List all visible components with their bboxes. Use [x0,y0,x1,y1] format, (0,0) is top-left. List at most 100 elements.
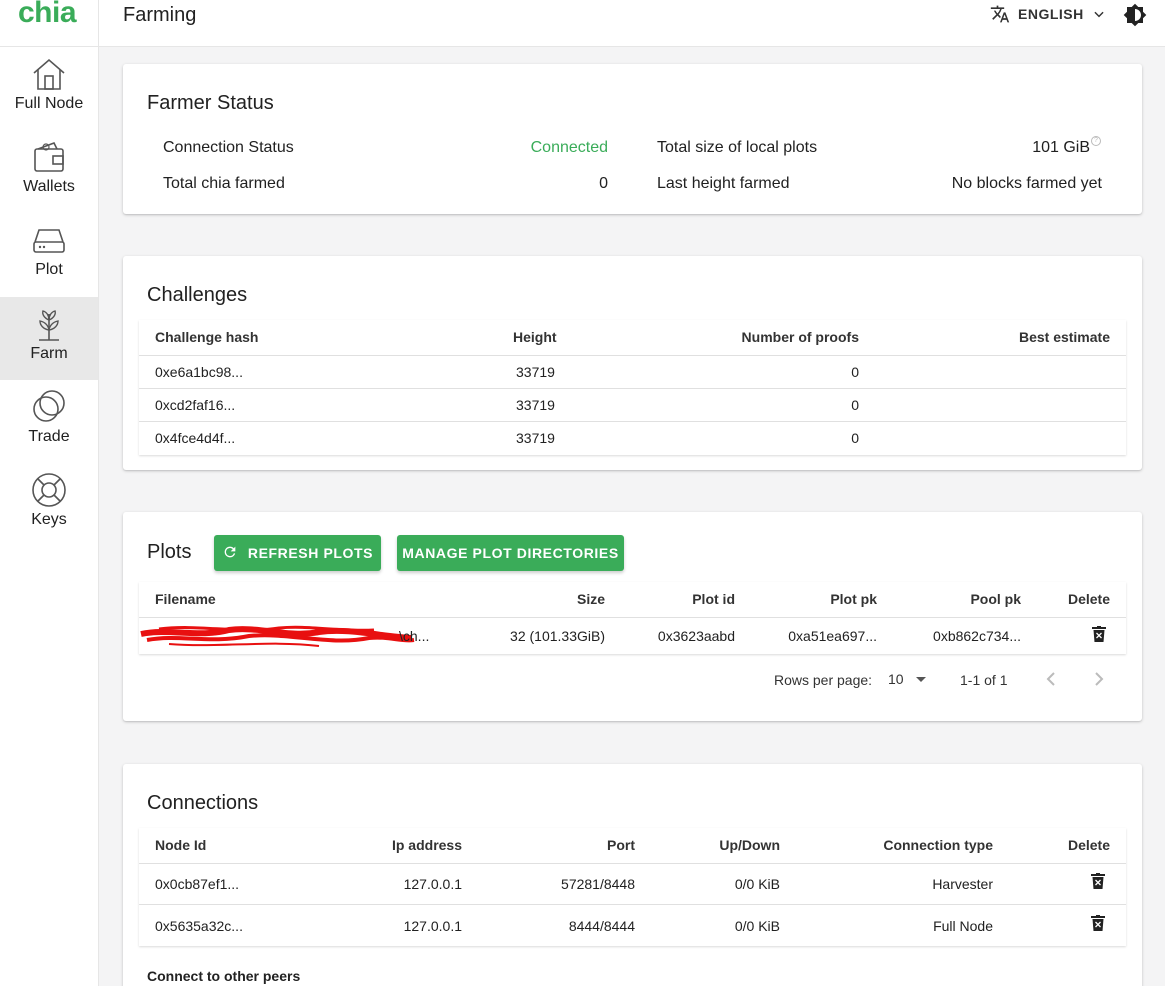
total-size-value: 101 GiB [1032,139,1090,156]
sidebar-item-label: Keys [31,511,67,528]
last-height-label: Last height farmed [657,175,790,192]
manage-plot-directories-button[interactable]: MANAGE PLOT DIRECTORIES [397,535,624,571]
challenges-card: Challenges Challenge hash Height Number … [123,256,1142,470]
sidebar-item-label: Wallets [23,178,75,195]
challenge-hash: 0x4fce4d4f... [155,430,236,446]
rows-per-page-label: Rows per page: [774,672,873,688]
delete-icon[interactable] [1091,915,1105,931]
up-down: 0/0 KiB [734,918,780,934]
language-selector[interactable]: ENGLISH [990,4,1106,24]
page-title: Farming [123,4,197,26]
next-page-icon[interactable] [1092,671,1106,692]
plots-table: Filename Size Plot id Plot pk Pool pk De… [139,582,1126,654]
lifebuoy-icon [30,471,68,509]
column-header: Delete [1067,591,1110,607]
row-divider [139,617,1126,618]
column-header: Plot id [692,591,735,607]
refresh-icon [222,544,238,563]
row-divider [139,904,1126,905]
ip-address: 127.0.0.1 [403,876,462,892]
node-id: 0x0cb87ef1... [155,876,240,892]
challenge-hash: 0xcd2faf16... [155,397,236,413]
challenge-height: 33719 [516,397,555,413]
connections-table: Node Id Ip address Port Up/Down Connecti… [139,828,1126,946]
sidebar-item-plot[interactable]: Plot [0,213,98,296]
column-header: Up/Down [719,837,780,853]
column-header: Best estimate [1018,329,1110,345]
chevron-down-icon [1092,7,1106,21]
challenge-proofs: 0 [851,364,859,380]
row-divider [139,388,1126,389]
column-header: Plot pk [830,591,877,607]
sidebar-item-label: Farm [30,345,68,362]
manage-plot-directories-label: MANAGE PLOT DIRECTORIES [402,545,619,561]
sidebar-item-farm[interactable]: Farm [0,297,98,380]
connection-status-value: Connected [530,139,608,156]
pool-pk: 0xb862c734... [933,628,1021,644]
row-divider [139,863,1126,864]
connection-type: Harvester [932,876,993,892]
challenge-hash: 0xe6a1bc98... [155,364,243,380]
challenge-height: 33719 [516,364,555,380]
challenges-table: Challenge hash Height Number of proofs B… [139,320,1126,455]
last-height-value: No blocks farmed yet [951,175,1102,192]
dropdown-arrow-icon [915,676,926,682]
sidebar-item-label: Trade [28,428,70,445]
connection-status-label: Connection Status [163,139,294,156]
column-header: Pool pk [970,591,1021,607]
prev-page-icon[interactable] [1044,671,1058,692]
home-icon [30,55,68,93]
column-header: Size [576,591,605,607]
app-header: chia Farming ENGLISH [0,0,1165,47]
node-id: 0x5635a32c... [155,918,243,934]
refresh-plots-label: REFRESH PLOTS [247,545,374,561]
language-label: ENGLISH [1018,6,1084,22]
rows-per-page-value: 10 [888,671,904,687]
total-size-label: Total size of local plots [657,139,818,156]
delete-icon[interactable] [1092,626,1106,642]
logo-divider [98,0,99,47]
sidebar-item-full-node[interactable]: Full Node [0,47,98,130]
challenge-proofs: 0 [851,430,859,446]
plot-pk: 0xa51ea697... [788,628,877,644]
wallet-icon [30,138,68,176]
sidebar-item-wallets[interactable]: Wallets [0,130,98,213]
port: 8444/8444 [568,918,635,934]
total-farmed-value: 0 [599,175,608,192]
refresh-plots-button[interactable]: REFRESH PLOTS [214,535,381,571]
help-icon[interactable]: ? [1091,136,1101,146]
column-header: Height [513,329,557,345]
column-header: Ip address [391,837,462,853]
connection-type: Full Node [933,918,993,934]
connect-to-peers-label[interactable]: Connect to other peers [147,968,301,984]
challenges-title: Challenges [147,284,248,306]
connections-title: Connections [147,792,259,814]
plot-id: 0x3623aabd [657,628,735,644]
column-header: Filename [155,591,216,607]
farmer-status-title: Farmer Status [147,92,274,114]
row-divider [139,421,1126,422]
column-header: Port [607,837,635,853]
redacted-filename [139,620,419,650]
trade-circles-icon [30,388,68,426]
sidebar-item-label: Plot [35,261,63,278]
sidebar-item-trade[interactable]: Trade [0,380,98,463]
column-header: Delete [1067,837,1110,853]
column-header: Connection type [883,837,993,853]
sidebar-item-label: Full Node [14,95,84,112]
theme-toggle-icon[interactable] [1123,3,1147,27]
pagination-info: 1-1 of 1 [960,672,1008,688]
rows-per-page-select[interactable]: 10 [888,671,926,687]
sidebar-item-keys[interactable]: Keys [0,463,98,546]
column-header: Number of proofs [741,329,859,345]
column-header: Node Id [155,837,207,853]
connections-card: Connections Node Id Ip address Port Up/D… [123,764,1142,986]
plots-card: Plots REFRESH PLOTS MANAGE PLOT DIRECTOR… [123,512,1142,721]
total-farmed-label: Total chia farmed [163,175,285,192]
port: 57281/8448 [561,876,635,892]
chia-logo[interactable]: chia [18,0,77,29]
challenge-proofs: 0 [851,397,859,413]
plot-filename: \ch... [399,628,430,644]
delete-icon[interactable] [1091,873,1105,889]
plots-title: Plots [147,541,192,563]
